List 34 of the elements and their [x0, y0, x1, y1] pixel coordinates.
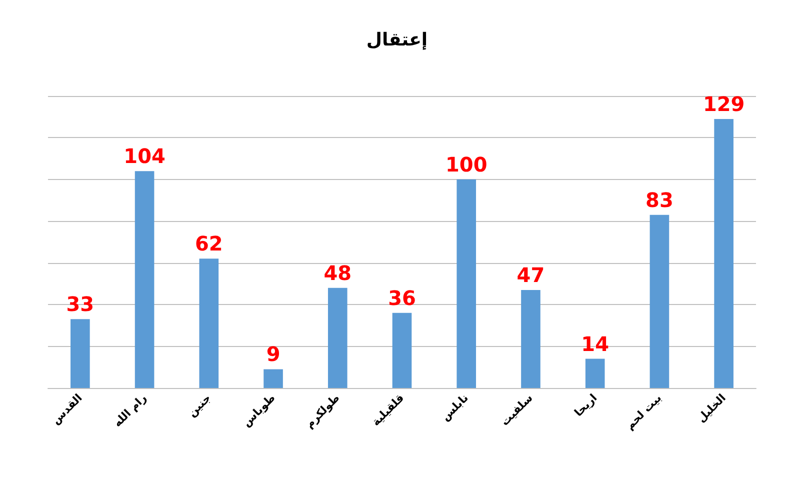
x-tick-label: القدس	[49, 391, 85, 427]
x-tick-label: طولكرم	[302, 391, 342, 431]
x-tick-label: قلقيلية	[369, 391, 407, 429]
x-tick-label: بيت لحم	[623, 391, 664, 432]
chart-title: إعتقال	[366, 30, 428, 50]
bar	[264, 369, 283, 388]
bar	[650, 214, 670, 388]
data-label: 36	[388, 286, 416, 310]
data-label: 33	[66, 292, 94, 316]
data-label: 100	[445, 152, 488, 176]
bar	[585, 358, 605, 388]
x-tick-label: الخليل	[694, 391, 728, 426]
bar	[521, 290, 540, 388]
bar	[328, 288, 348, 388]
x-tick-label: اريحا	[572, 391, 600, 420]
data-label: 129	[702, 92, 745, 116]
data-label: 104	[124, 144, 166, 168]
data-label: 62	[194, 232, 223, 256]
data-label: 48	[324, 260, 352, 285]
x-tick-label: سلفيت	[498, 391, 536, 428]
x-tick-label: رام الله	[110, 391, 150, 430]
bar	[134, 171, 154, 388]
x-tick-label: جنين	[185, 391, 214, 420]
data-label: 9	[266, 342, 280, 366]
bar	[199, 258, 219, 388]
x-tick-label: طوباس	[240, 391, 278, 430]
data-label: 83	[646, 188, 674, 212]
data-label: 14	[581, 332, 610, 356]
bar	[456, 179, 476, 388]
bar	[714, 118, 734, 388]
data-label: 47	[516, 262, 545, 287]
x-tick-label: نابلس	[438, 391, 471, 424]
bar	[70, 319, 90, 388]
bar	[392, 312, 412, 388]
